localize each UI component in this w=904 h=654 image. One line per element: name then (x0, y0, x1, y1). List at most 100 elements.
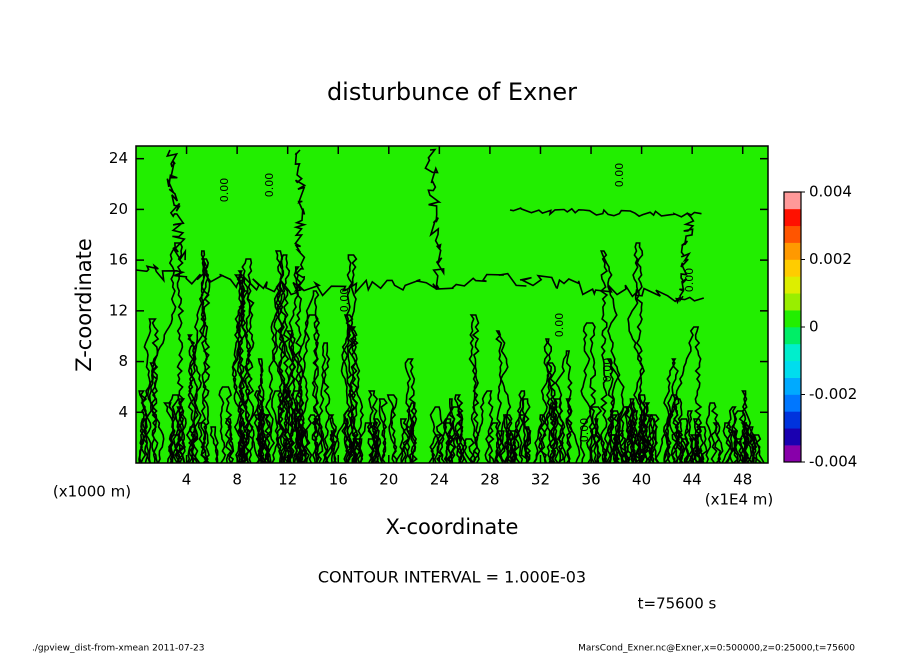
contour-line (749, 434, 758, 464)
contour-line (142, 242, 185, 464)
contour-line (634, 414, 655, 464)
contour-label: 0.00 (338, 288, 351, 313)
colorbar-band (784, 242, 801, 260)
contour-line (366, 390, 379, 464)
contour-line (297, 272, 527, 297)
contour-line (463, 438, 475, 464)
contour-line (163, 402, 175, 464)
contour-line (468, 314, 480, 464)
x-tick-label: 4 (182, 471, 192, 489)
x-tick-label: 36 (581, 471, 600, 489)
colorbar-tick-label: -0.002 (809, 385, 857, 403)
colorbar-band (784, 428, 801, 446)
contour-line (734, 438, 746, 464)
colorbar-band (784, 343, 801, 362)
colorbar-band (784, 208, 801, 227)
contour-line (292, 402, 302, 464)
contour-line (628, 410, 642, 464)
contour-line (454, 394, 468, 464)
y-unit-label: (x1000 m) (53, 483, 131, 501)
contour-line (332, 418, 351, 464)
y-tick-label: 12 (109, 301, 128, 319)
contour-line (610, 414, 624, 464)
contour-line (665, 326, 703, 464)
contour-line (712, 422, 724, 464)
contour-line (519, 274, 705, 305)
contour-line (689, 434, 701, 464)
contour-line (316, 418, 330, 464)
contour-line (172, 406, 187, 464)
contour-line (533, 414, 548, 464)
x-tick-label: 44 (683, 471, 702, 489)
contour-line (347, 326, 365, 464)
colorbar-band (784, 310, 801, 328)
x-tick-label: 24 (430, 471, 449, 489)
x-tick-label: 40 (632, 471, 651, 489)
colorbar-band (784, 225, 801, 243)
contour-line (297, 290, 321, 464)
contour-line (378, 398, 388, 464)
contour-line (475, 390, 495, 464)
x-axis-label: X-coordinate (386, 515, 519, 539)
time-label: t=75600 s (638, 595, 717, 613)
contour-line (293, 149, 308, 292)
contour-line (494, 414, 511, 464)
x-tick-label: 8 (232, 471, 242, 489)
colorbar-band (784, 377, 801, 395)
contour-line (225, 418, 235, 464)
contour-line (270, 282, 293, 464)
contour-label: 0.00 (578, 418, 591, 443)
footer-left: ./gpview_dist-from-xmean 2011-07-23 (32, 644, 204, 654)
contour-line (231, 274, 250, 464)
contour-lines (135, 148, 765, 464)
contour-line (428, 406, 444, 464)
contour-line (627, 242, 650, 464)
contour-line (300, 414, 318, 464)
x-unit-label: (x1E4 m) (705, 491, 774, 509)
contour-label: 0.00 (263, 173, 276, 198)
contour-line (209, 426, 219, 464)
y-tick-label: 8 (118, 352, 128, 370)
contour-line (554, 398, 567, 464)
contour-line (265, 254, 291, 464)
y-tick-label: 16 (109, 251, 128, 269)
contour-line (400, 358, 417, 464)
contour-line (197, 422, 209, 464)
contour-line (694, 434, 705, 464)
x-tick-label: 28 (480, 471, 499, 489)
contour-line (448, 406, 463, 464)
contour-line (135, 263, 304, 296)
contour-line (742, 422, 753, 464)
contour-line (442, 418, 455, 464)
contour-line (138, 418, 150, 464)
contour-line (606, 358, 625, 464)
contour-line (424, 148, 445, 290)
colorbar-tick-label: 0.004 (809, 183, 852, 201)
colorbar-band (784, 445, 801, 463)
colorbar-band (784, 259, 801, 277)
contour-line (372, 418, 383, 464)
contour-line (731, 410, 746, 464)
contour-line (675, 430, 685, 464)
contour-line (322, 414, 337, 464)
contour-interval: CONTOUR INTERVAL = 1.000E-03 (318, 568, 586, 587)
contour-line (753, 434, 765, 464)
contour-line (395, 418, 410, 464)
contour-line (543, 338, 559, 464)
contour-line (549, 402, 560, 464)
x-tick-label: 16 (329, 471, 348, 489)
contour-line (679, 212, 695, 303)
contour-line (599, 250, 621, 464)
contour-line (349, 434, 361, 464)
contour-line (271, 390, 284, 464)
contour-line (141, 318, 160, 464)
colorbar-tick-label: 0.002 (809, 250, 852, 268)
colorbar-band (784, 411, 801, 429)
colorbar-band (784, 327, 801, 345)
contour-line (429, 434, 446, 464)
y-tick-label: 4 (118, 403, 128, 421)
contour-line (165, 149, 187, 261)
contour-line (281, 266, 303, 464)
contour-line (511, 414, 529, 464)
